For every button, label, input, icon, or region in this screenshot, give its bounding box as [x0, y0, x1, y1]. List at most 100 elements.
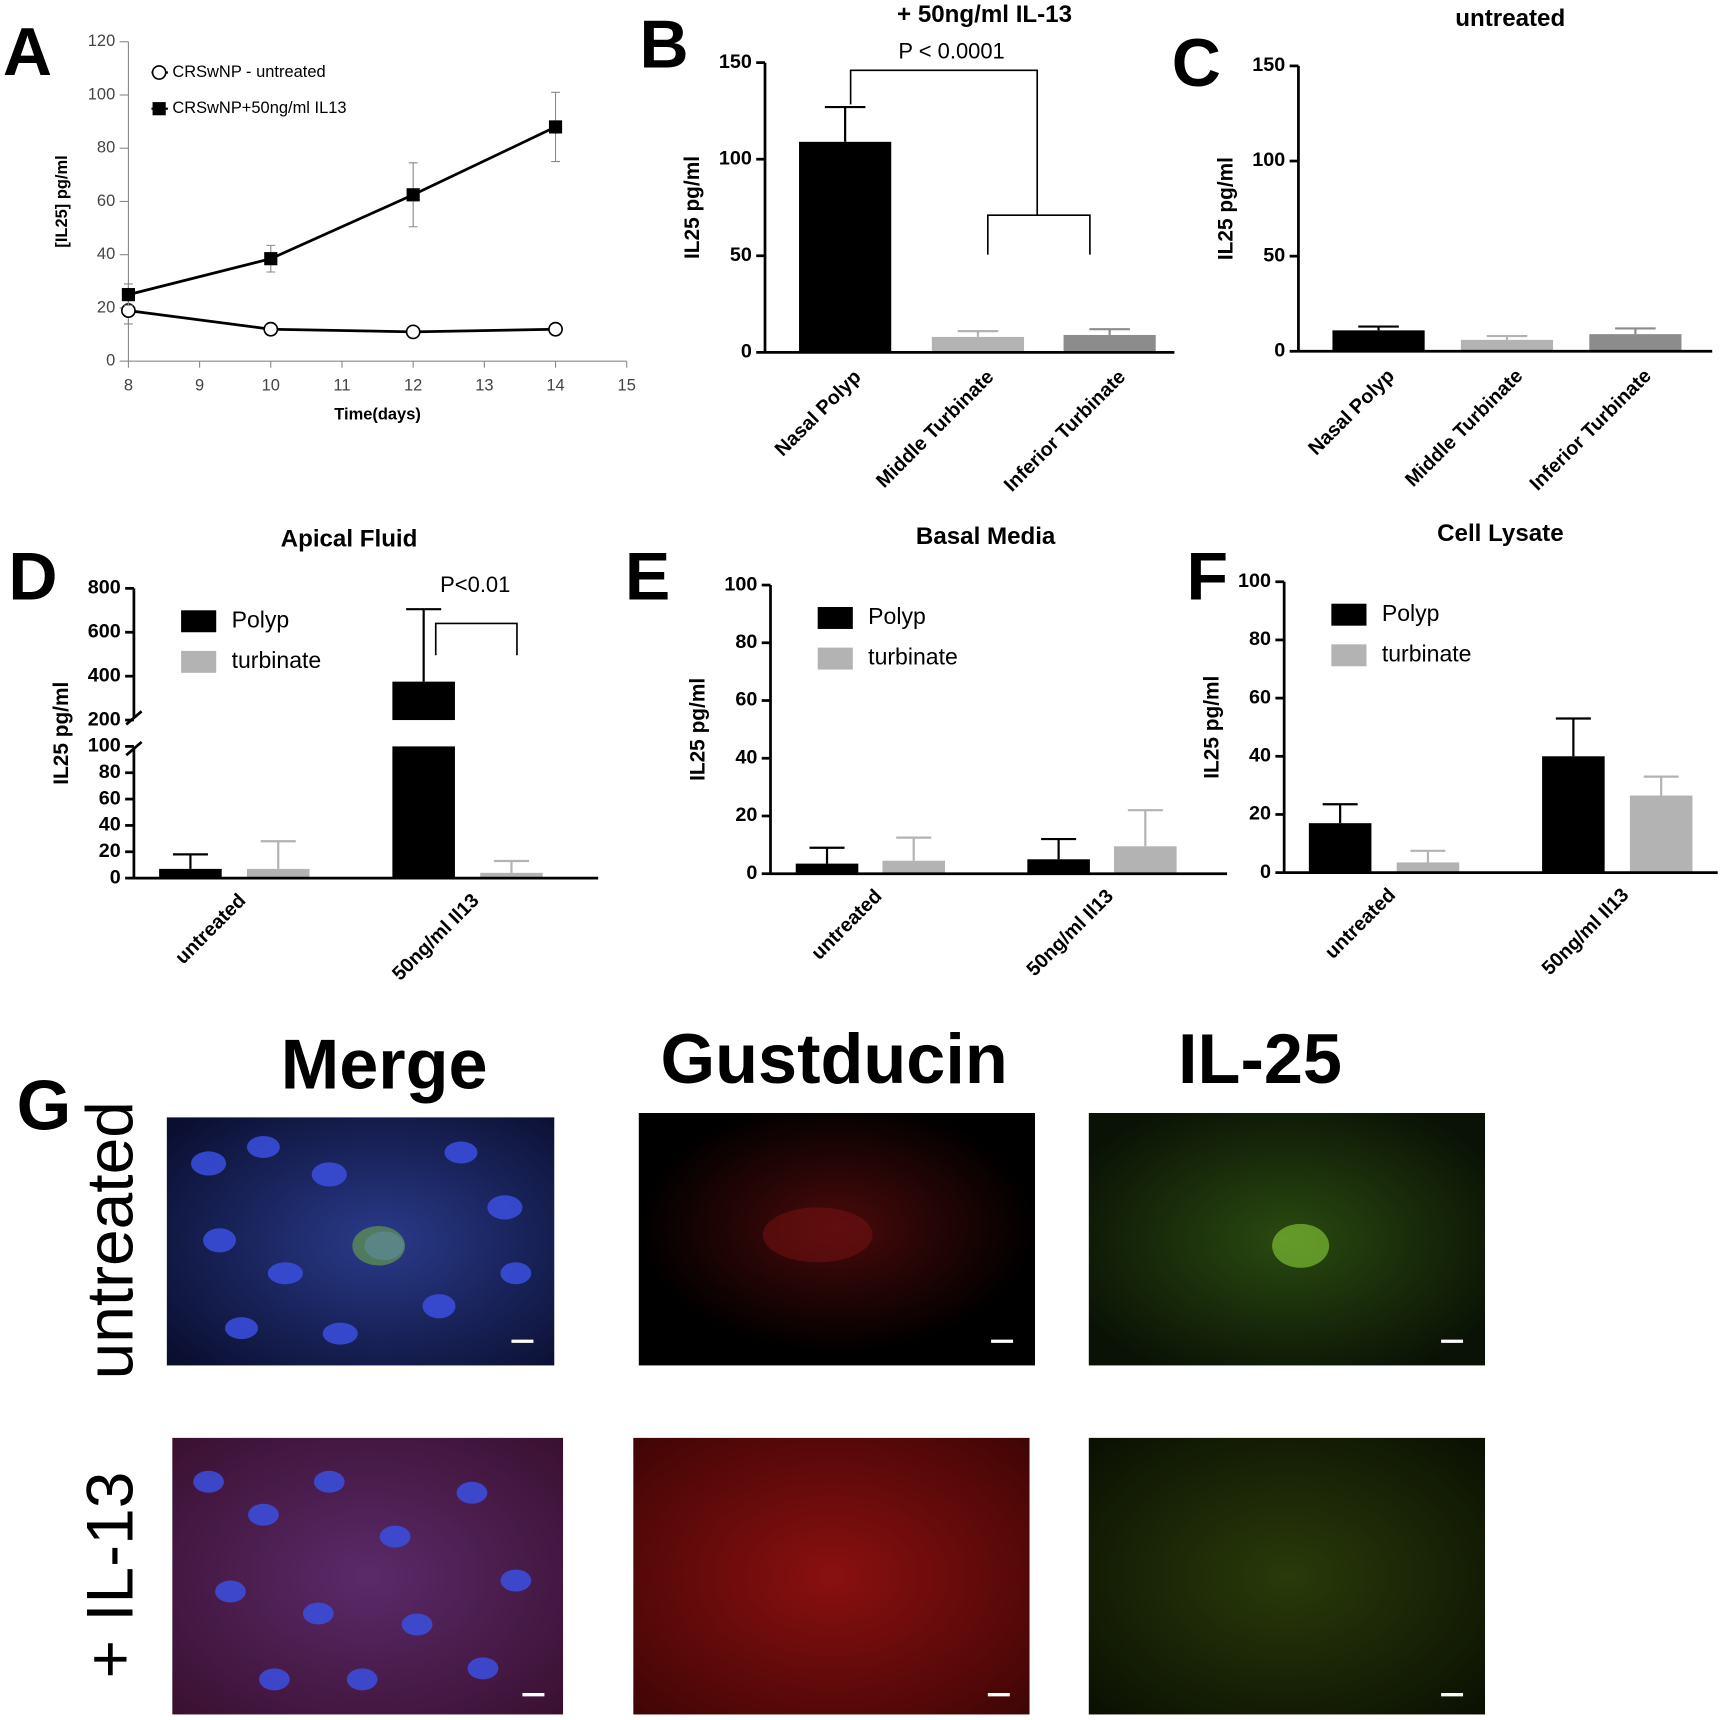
y-tick-label: 100 — [1252, 149, 1285, 171]
error-bar — [824, 105, 866, 142]
image-il25-il13 — [1088, 1437, 1486, 1715]
point — [405, 324, 421, 340]
x-tick-label: untreated — [807, 885, 886, 964]
panel-letter: C — [1172, 25, 1221, 101]
y-tick-label: 100 — [719, 147, 752, 169]
x-tick-label: Inferior Turbinate — [1526, 365, 1656, 495]
legend-label: Polyp — [868, 603, 926, 629]
bar — [931, 336, 1025, 353]
error-bar — [260, 840, 296, 869]
row-label: untreated — [73, 1101, 147, 1379]
y-tick-label: 60 — [1249, 686, 1271, 708]
x-tick-label: 15 — [618, 377, 636, 395]
image-gustducin-il13 — [633, 1437, 1030, 1715]
legend-label: turbinate — [868, 644, 958, 670]
y-tick-label: 20 — [99, 840, 121, 862]
significance-bracket — [849, 69, 1039, 216]
y-tick-label: 80 — [1249, 628, 1271, 650]
micrographs — [166, 1112, 1486, 1715]
bar — [1114, 846, 1177, 874]
legend-swatch — [817, 647, 853, 670]
series-line — [128, 125, 557, 296]
x-tick-label: 50ng/ml Il13 — [1538, 884, 1634, 980]
y-tick-label: 80 — [97, 139, 115, 157]
bar — [1589, 334, 1682, 352]
legend-label: turbinate — [232, 647, 322, 673]
column-heading: Merge — [281, 1025, 488, 1104]
x-tick-label: Nasal Polyp — [771, 366, 866, 461]
error-bar — [1615, 327, 1656, 335]
y-tick-label: 40 — [99, 814, 121, 836]
x-tick-label: untreated — [171, 890, 250, 969]
x-tick-label: 14 — [546, 377, 564, 395]
legend-swatch — [181, 650, 217, 673]
column-heading: Gustducin — [661, 1019, 1008, 1098]
error-bar — [172, 853, 208, 869]
y-axis-label: IL25 pg/ml — [687, 678, 710, 781]
error-bar — [1041, 837, 1077, 860]
y-tick-label: 80 — [99, 761, 121, 783]
legend-marker — [152, 102, 166, 116]
error-bar — [493, 859, 529, 873]
bar — [1332, 330, 1425, 352]
y-axis-label: [IL25] pg/ml — [53, 155, 71, 247]
point — [121, 303, 136, 318]
legend-swatch — [181, 610, 217, 633]
point — [406, 188, 420, 202]
y-tick-label: 200 — [88, 708, 121, 730]
y-tick-label: 20 — [735, 804, 757, 826]
cell-signal — [762, 1207, 873, 1263]
row-label: + IL-13 — [73, 1472, 147, 1679]
panel-letter: A — [3, 14, 52, 90]
legend-label: CRSwNP+50ng/ml IL13 — [172, 99, 346, 117]
error-bar — [809, 846, 845, 864]
x-tick-label: 50ng/ml Il13 — [388, 890, 484, 986]
bar — [392, 746, 455, 879]
y-tick-label: 0 — [1260, 861, 1271, 883]
bar — [246, 868, 310, 879]
y-axis-label: IL25 pg/ml — [50, 682, 73, 785]
bar — [1063, 334, 1156, 353]
bar — [882, 860, 946, 874]
x-tick-label: Middle Turbinate — [1401, 365, 1527, 491]
y-tick-label: 120 — [88, 32, 115, 50]
x-tick-label: 50ng/ml Il13 — [1022, 885, 1118, 981]
point — [264, 252, 278, 266]
y-tick-label: 0 — [106, 351, 115, 369]
point — [548, 120, 563, 134]
x-tick-label: 11 — [333, 377, 350, 395]
x-tick-label: Middle Turbinate — [872, 366, 998, 492]
y-tick-label: 0 — [741, 341, 752, 363]
y-tick-label: 60 — [99, 787, 121, 809]
error-bar — [1486, 334, 1528, 340]
bar — [1027, 859, 1090, 874]
point — [548, 321, 563, 337]
bar — [799, 141, 892, 353]
error-bar — [957, 330, 999, 337]
y-tick-label: 0 — [746, 862, 757, 884]
legend-label: CRSwNP - untreated — [172, 63, 325, 81]
panel-letter: G — [17, 1065, 72, 1144]
y-tick-label: 50 — [730, 244, 752, 266]
y-tick-label: 40 — [1249, 744, 1271, 766]
legend-marker — [151, 65, 167, 80]
bar — [159, 868, 222, 879]
point — [121, 288, 136, 302]
error-bar — [896, 836, 932, 861]
y-tick-label: 80 — [735, 631, 757, 653]
y-tick-label: 100 — [88, 735, 121, 757]
panel-letter: D — [8, 539, 57, 615]
x-tick-label: 12 — [404, 377, 422, 395]
x-tick-label: 13 — [475, 377, 493, 395]
panel-letter: F — [1187, 539, 1229, 615]
legend-swatch — [1331, 644, 1367, 667]
y-tick-label: 400 — [88, 664, 121, 686]
significance-bracket — [434, 622, 518, 656]
error-bar — [1410, 849, 1446, 863]
y-axis-label: IL25 pg/ml — [1200, 676, 1223, 779]
y-tick-label: 20 — [1249, 803, 1271, 825]
y-tick-label: 50 — [1263, 244, 1285, 266]
cell-signal — [352, 1226, 406, 1266]
